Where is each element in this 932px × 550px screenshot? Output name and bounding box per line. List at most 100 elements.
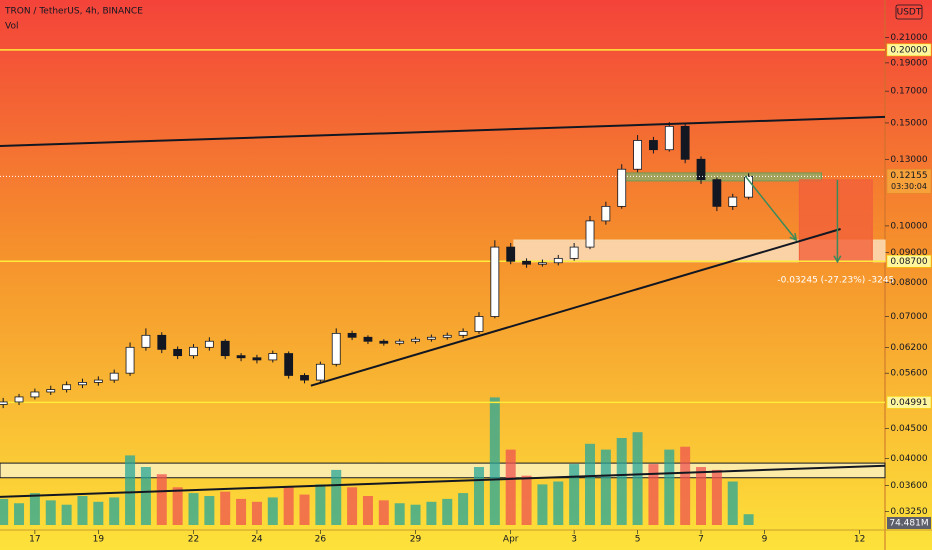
volume-bar (0, 498, 9, 525)
trend-line (310, 228, 841, 387)
x-tick-label: 7 (698, 535, 704, 545)
volume-bar (77, 496, 88, 525)
volume-bar (14, 503, 25, 525)
candle-body (553, 257, 563, 264)
volume-bar (664, 449, 675, 525)
level-label-box (886, 396, 932, 409)
x-tick-label: 19 (93, 535, 105, 545)
x-tick-label: 24 (251, 535, 263, 545)
volume-bar (29, 493, 40, 525)
last-price-box (886, 169, 932, 194)
candle-body (363, 336, 373, 342)
volume-bar (743, 514, 754, 525)
volume-bar (394, 503, 405, 525)
volume-bar (204, 496, 215, 525)
candle-body (442, 334, 452, 338)
volume-bar (109, 497, 120, 525)
y-tick-label: 0.17000 (890, 87, 927, 97)
trend-line (0, 464, 886, 498)
trend-line (0, 115, 886, 147)
volume-bar (616, 438, 627, 525)
volume-bar (648, 464, 659, 525)
volume-label-box (887, 517, 931, 529)
candle-body (284, 353, 294, 376)
volume-bar (315, 484, 326, 525)
drawing-box (798, 179, 873, 263)
y-tick-label: 0.03600 (890, 481, 927, 491)
y-tick-label: 0.19000 (890, 58, 927, 68)
volume-bar (61, 504, 72, 525)
volume-bar (331, 469, 342, 525)
candle-body (379, 340, 389, 344)
candle-body (744, 175, 754, 198)
candle-body (331, 332, 341, 365)
level-label-box (886, 43, 932, 57)
y-tick-label: 0.21000 (890, 33, 927, 43)
volume-bar (347, 487, 358, 525)
candle-body (601, 205, 611, 222)
candle-body (506, 246, 516, 262)
volume-bar (45, 500, 56, 525)
volume-bar (172, 487, 183, 525)
volume-bar (299, 494, 310, 525)
y-tick-label: 0.08000 (890, 278, 927, 288)
candle-body (268, 353, 278, 361)
candle-body (490, 246, 500, 317)
currency-box[interactable] (895, 4, 923, 20)
candle-body (252, 357, 262, 361)
volume-bar (156, 474, 167, 525)
x-tick-label: 12 (854, 535, 865, 545)
arrow-line (744, 175, 797, 241)
volume-bar (267, 497, 278, 525)
candle-body (220, 340, 230, 357)
candle-body (46, 389, 56, 393)
volume-bar (140, 467, 151, 525)
volume-bar (220, 491, 231, 525)
y-tick-label: 0.07000 (890, 312, 927, 322)
candle-body (712, 179, 722, 207)
volume-bar (378, 500, 389, 525)
level-label-box (886, 254, 932, 268)
x-tick-label: 5 (635, 535, 641, 545)
candle-body (538, 262, 547, 265)
candle-body (189, 346, 198, 357)
volume-bar (458, 493, 469, 525)
arrow-head (833, 255, 842, 264)
y-tick-label: 0.10000 (890, 221, 927, 231)
volume-bar (410, 504, 421, 525)
volume-bar (236, 498, 247, 525)
currency-label[interactable]: USDT (897, 8, 922, 18)
level-label: 0.20000 (890, 45, 927, 55)
candle-body (474, 316, 484, 332)
candle-body (204, 340, 214, 348)
candle-body (14, 396, 24, 403)
y-tick-label: 0.13000 (890, 155, 927, 165)
volume-bar (125, 455, 136, 525)
candle-body (696, 158, 706, 181)
candle-body (633, 140, 642, 170)
candle-body (426, 336, 436, 340)
candle-body (0, 401, 8, 405)
volume-bar (188, 493, 199, 525)
volume-bar (489, 397, 500, 525)
candle-body (78, 382, 87, 386)
candle-body (617, 168, 627, 207)
y-tick-label: 0.04500 (890, 424, 927, 434)
volume-bar (93, 501, 104, 525)
countdown-label: 03:30:04 (891, 182, 927, 191)
candle-body (236, 355, 246, 359)
candle-body (411, 338, 420, 342)
x-tick-label: 3 (571, 535, 577, 545)
volume-bar (711, 469, 722, 525)
volume-bar (727, 481, 738, 525)
candle-body (728, 196, 738, 207)
candle-body (157, 334, 167, 350)
last-price-label: 0.12155 (890, 171, 927, 181)
volume-legend: Vol (5, 22, 18, 32)
x-tick-label: 26 (315, 535, 327, 545)
x-tick-label: Apr (503, 535, 519, 545)
y-tick-label: 0.05600 (890, 369, 927, 379)
x-tick-label: 29 (410, 535, 422, 545)
